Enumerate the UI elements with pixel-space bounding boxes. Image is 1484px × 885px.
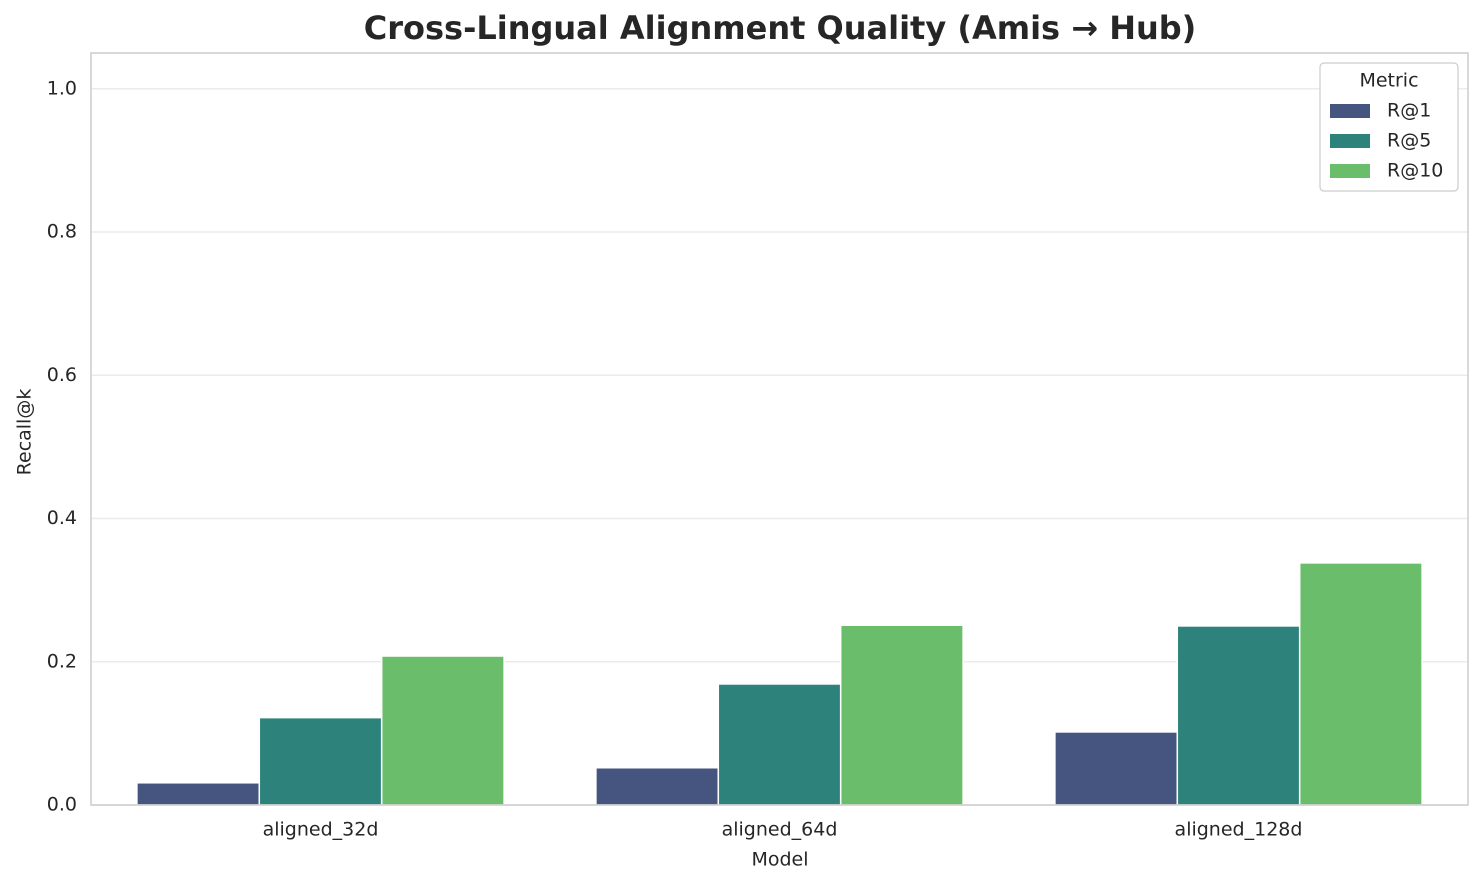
legend-label: R@5 [1387,130,1431,152]
y-tick-label: 0.2 [47,650,77,672]
legend-swatch [1330,134,1370,148]
x-axis-label: Model [751,849,808,871]
bar [595,767,720,806]
bar [1176,625,1301,806]
x-tick-label: aligned_32d [263,819,379,841]
legend-box [1319,62,1459,192]
chart-title: Cross-Lingual Alignment Quality (Amis → … [364,9,1197,47]
x-tick-label: aligned_128d [1175,819,1303,841]
y-axis-label: Recall@k [14,389,36,476]
bar [1054,731,1179,806]
legend-label: R@10 [1387,160,1443,182]
y-tick-label: 0.6 [47,364,77,386]
legend-swatch [1330,104,1370,118]
bar [839,624,964,806]
bar [1298,562,1423,806]
legend-swatch [1330,164,1370,178]
bar [136,782,261,806]
legend-title: Metric [1359,70,1418,92]
x-tick-label: aligned_64d [722,819,838,841]
y-tick-label: 0.0 [47,794,77,816]
plot-frame [90,52,1469,806]
bar [380,655,505,806]
legend-label: R@1 [1387,100,1431,122]
bar [258,716,383,806]
y-tick-label: 1.0 [47,77,77,99]
y-tick-label: 0.8 [47,221,77,243]
bar [717,683,842,806]
y-tick-label: 0.4 [47,507,77,529]
